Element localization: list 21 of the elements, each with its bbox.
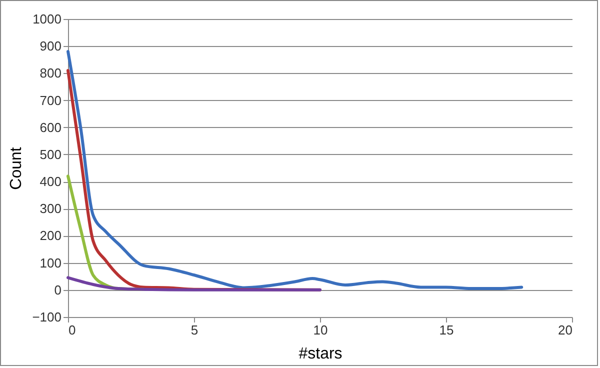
line-series [66,276,322,292]
y-axis-title: Count [8,146,26,190]
y-tick-label: 200 [40,228,62,244]
y-tick-label: 0 [54,282,62,298]
y-tick-label: 700 [40,92,62,108]
y-tick-label: 100 [40,255,62,270]
x-axis-title: #stars [298,346,342,362]
y-tick-label: 600 [40,120,62,135]
x-tick-label: 20 [558,322,572,338]
line-series [66,50,524,290]
y-tick-label: 400 [40,174,62,190]
y-tick-label: 500 [40,146,62,162]
x-tick-label: 10 [313,322,328,338]
y-tick-label: 900 [40,38,62,54]
y-tick-label: 300 [40,201,62,216]
y-tick-label: 800 [40,66,62,81]
x-tick-label: 0 [68,322,76,338]
x-tick-label: 5 [190,322,198,338]
x-tick-label: 15 [439,322,454,338]
y-tick-label: −100 [32,310,62,324]
y-tick-label: 1000 [32,12,62,26]
